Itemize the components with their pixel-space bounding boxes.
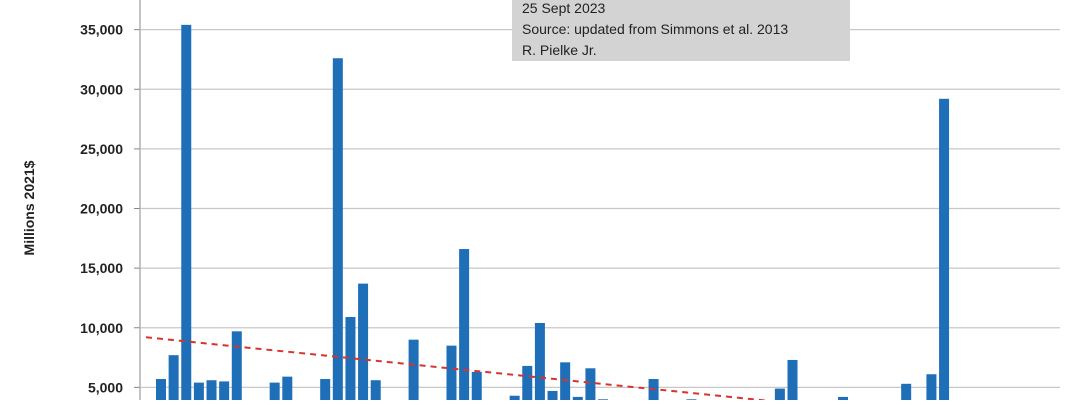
bar <box>370 380 381 402</box>
bar <box>269 382 280 402</box>
bar <box>193 382 204 402</box>
trend-line <box>145 336 819 405</box>
y-tick-label: 10,000 <box>80 320 123 336</box>
bar <box>547 390 558 402</box>
bar <box>522 365 533 402</box>
bar <box>509 395 520 402</box>
bar <box>939 98 950 402</box>
bar <box>332 58 343 403</box>
bar <box>572 396 583 402</box>
bar <box>926 374 937 402</box>
annotation-source: Source: updated from Simmons et al. 2013 <box>522 21 789 37</box>
y-tick-label: 5,000 <box>88 379 123 395</box>
bar <box>168 355 179 402</box>
y-tick-label: 20,000 <box>80 201 123 217</box>
bar <box>560 362 571 402</box>
bar <box>648 379 659 402</box>
y-tick-label: 35,000 <box>80 22 123 38</box>
bar <box>282 376 293 402</box>
bar <box>358 283 369 402</box>
bar <box>838 396 849 402</box>
annotation-author: R. Pielke Jr. <box>522 42 597 58</box>
bar <box>534 322 545 402</box>
bar <box>181 24 192 402</box>
annotation-box: 25 Sept 2023 Source: updated from Simmon… <box>512 0 850 61</box>
bar <box>408 339 419 402</box>
bar <box>446 345 457 402</box>
y-axis-title: Millions 2021$ <box>21 160 37 256</box>
annotation-date: 25 Sept 2023 <box>522 0 606 16</box>
bar <box>471 371 482 402</box>
bar <box>345 317 356 402</box>
bar <box>320 379 331 402</box>
bar <box>901 383 912 402</box>
bar <box>206 380 217 402</box>
bar <box>774 388 785 402</box>
y-tick-label: 25,000 <box>80 141 123 157</box>
bar <box>156 379 166 402</box>
bar <box>787 359 798 402</box>
bar <box>585 368 596 402</box>
bar <box>231 331 242 402</box>
y-tick-label: 30,000 <box>80 81 123 97</box>
bar <box>459 249 470 402</box>
y-tick-label: 15,000 <box>80 260 123 276</box>
bar <box>219 381 230 402</box>
